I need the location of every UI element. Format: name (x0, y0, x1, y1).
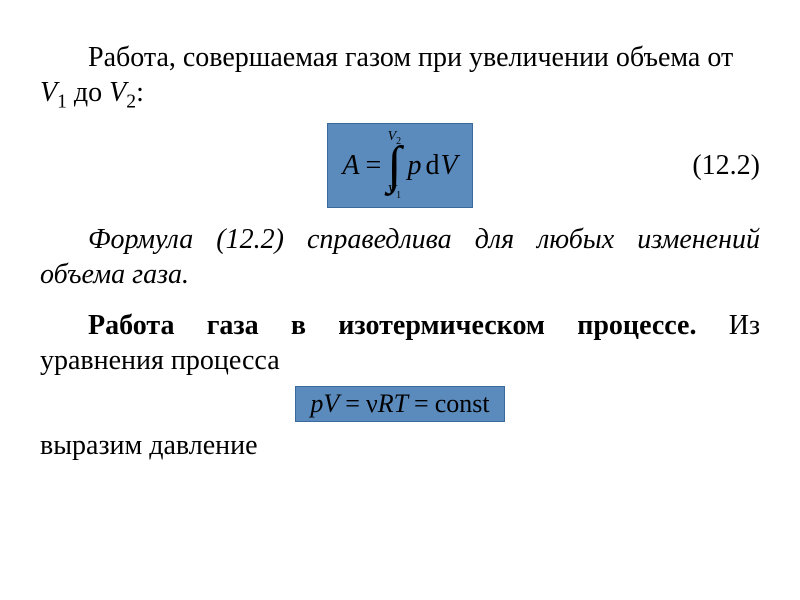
paragraph-formula-valid: Формула (12.2) справедлива для любых изм… (40, 222, 760, 292)
p3-bold: Работа газа в изотермическом процессе. (88, 310, 696, 341)
eq2-eq2: = (414, 389, 429, 419)
integral-expression: A = V2 ∫ V1 pdV (342, 130, 457, 201)
int-lower-sub: 1 (396, 190, 401, 201)
equation-row-state: pV = νRT = const (40, 386, 760, 422)
integral-symbol-column: V2 ∫ V1 (387, 130, 401, 201)
paragraph-express-pressure: выразим давление (40, 428, 760, 463)
formula-box-integral: A = V2 ∫ V1 pdV (327, 123, 472, 208)
eq2-eq1: = (345, 389, 360, 419)
equation-number-12-2: (12.2) (692, 150, 760, 182)
paragraph-work-intro: Работа, совершаемая газом при увеличении… (40, 40, 760, 115)
diff-V: V (441, 150, 458, 181)
integrand: pdV (408, 150, 458, 182)
integrand-p: p (408, 150, 422, 181)
p1-v1-sub: 1 (57, 92, 67, 113)
int-lower-limit: V1 (388, 184, 402, 201)
int-lower-var: V (388, 183, 397, 198)
eq2-const: const (435, 389, 490, 419)
slide-page: Работа, совершаемая газом при увеличении… (0, 0, 800, 600)
formula-box-state: pV = νRT = const (295, 386, 504, 422)
differential: dV (422, 150, 458, 181)
p1-v1: V (40, 77, 57, 108)
p1-pre: Работа, совершаемая газом при увеличении… (88, 42, 733, 73)
eq2-nu: ν (366, 389, 378, 419)
eq2-RT: RT (378, 389, 408, 419)
p1-v2-sub: 2 (126, 92, 136, 113)
eq1-equals: = (365, 150, 381, 182)
eq2-pV: pV (310, 389, 339, 419)
paragraph-isothermal: Работа газа в изотермическом процессе. И… (40, 308, 760, 378)
equation-row-12-2: A = V2 ∫ V1 pdV (12.2) (40, 123, 760, 208)
eq1-lhs: A (342, 150, 359, 182)
integral-sign: ∫ (387, 145, 401, 187)
p1-v2: V (109, 77, 126, 108)
p1-post: : (136, 77, 144, 108)
p1-mid: до (67, 77, 109, 108)
diff-d: d (426, 150, 440, 181)
